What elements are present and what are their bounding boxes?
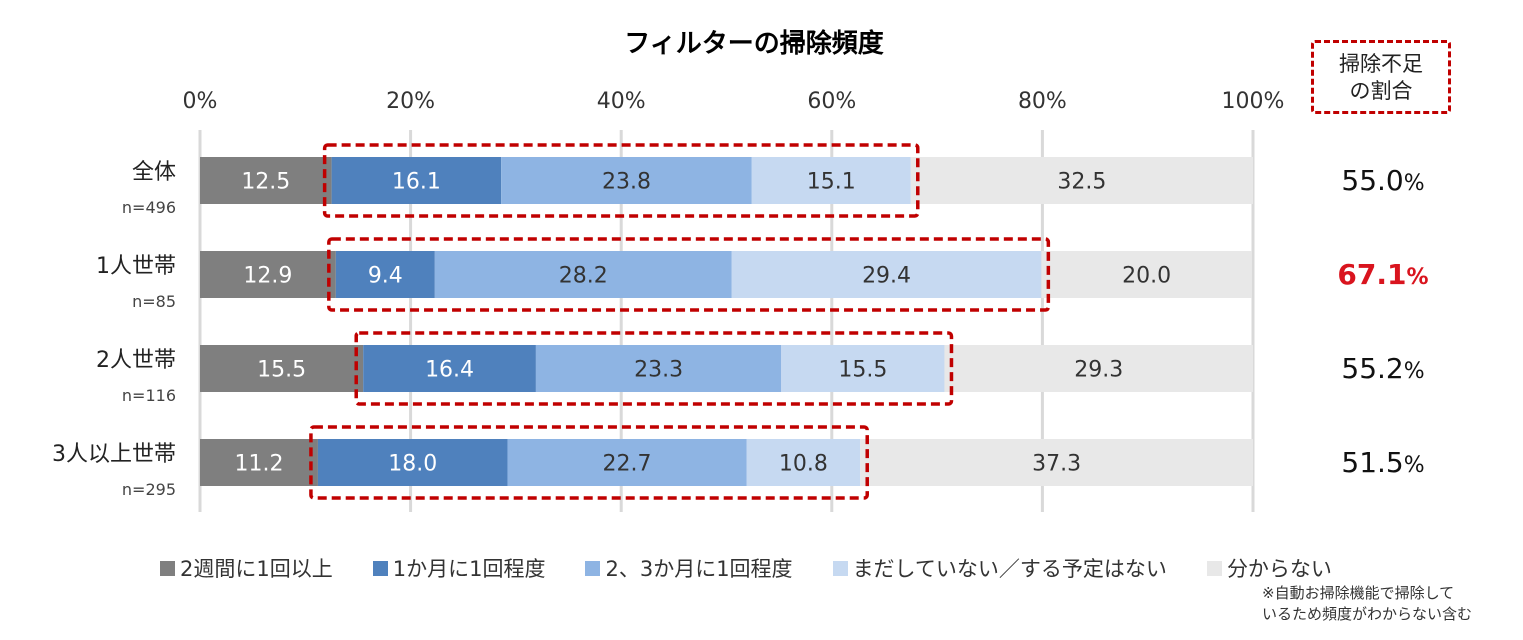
bar-segment (746, 439, 861, 486)
bar-value-label: 20.0 (1122, 264, 1171, 289)
category-labels: 全体 n=496 1人世帯 n=85 2人世帯 n=116 3人以上世帯 n=295 (52, 160, 176, 499)
footnote: ※自動お掃除機能で掃除して いるため頻度がわからない含む (1262, 583, 1472, 625)
legend-swatch (832, 560, 848, 576)
ratio-value: 55.0% (1341, 164, 1424, 197)
sample-size-label: n=295 (122, 480, 176, 499)
legend-label: 1か月に1回程度 (392, 557, 546, 581)
bar-segment (860, 439, 1253, 486)
bar-segment (200, 157, 332, 204)
x-tick-label: 100% (1222, 89, 1285, 114)
bar-value-label: 11.2 (234, 452, 283, 477)
highlight-box (327, 237, 1051, 312)
bar-segment (535, 345, 782, 392)
bar-segment (200, 251, 336, 298)
legend-label: まだしていない／する予定はない (852, 557, 1167, 581)
highlight-box (322, 143, 920, 218)
bar-segment (335, 251, 435, 298)
bar-value-label: 12.9 (243, 264, 292, 289)
bar-segment (501, 157, 752, 204)
legend-swatch (585, 560, 601, 576)
bar-value-label: 15.5 (257, 358, 306, 383)
legend-swatch (372, 560, 388, 576)
ratio-value: 55.2% (1341, 352, 1424, 385)
bar-segment (434, 251, 732, 298)
bar-segment (363, 345, 536, 392)
bar-value-label: 15.1 (807, 170, 856, 195)
legend-swatch (1206, 560, 1222, 576)
bar-value-label: 32.5 (1057, 170, 1106, 195)
ratio-values: 55.0%67.1%55.2%51.5% (1337, 164, 1428, 479)
bar-value-label: 37.3 (1032, 452, 1081, 477)
ratio-unit: % (1407, 265, 1429, 290)
category-label: 2人世帯 (96, 348, 176, 373)
legend-item: 1か月に1回程度 (372, 553, 546, 583)
bar-value-label: 23.8 (602, 170, 651, 195)
ratio-value: 67.1% (1337, 258, 1428, 291)
bar-segment (731, 251, 1042, 298)
bar-value-label: 22.7 (602, 452, 651, 477)
bar-value-label: 16.4 (425, 358, 474, 383)
footnote-line-1: ※自動お掃除機能で掃除して (1262, 584, 1455, 602)
legend-swatch (160, 560, 175, 576)
x-tick-label: 80% (1018, 89, 1067, 114)
legend-item: 分からない (1206, 553, 1332, 583)
sample-size-label: n=85 (132, 292, 176, 311)
highlight-box (354, 331, 954, 406)
bar-value-label: 12.5 (241, 170, 290, 195)
bar-value-label: 10.8 (779, 452, 828, 477)
x-tick-label: 40% (597, 89, 646, 114)
legend-label: 分からない (1226, 557, 1332, 581)
sample-size-label: n=496 (122, 198, 176, 217)
highlight-box (309, 425, 869, 500)
bar-segment (781, 345, 945, 392)
category-label: 全体 (132, 160, 176, 185)
x-tick-label: 0% (183, 89, 218, 114)
bar-segment (317, 439, 508, 486)
bar-value-label: 23.3 (634, 358, 683, 383)
bars: 12.5 16.1 23.8 15.1 32.5 12.9 9.4 28.2 29.4 20.0 1… (200, 143, 1253, 500)
ratio-number: 51.5 (1341, 446, 1403, 479)
ratio-number: 67.1 (1337, 258, 1406, 291)
x-tick-label: 20% (386, 89, 435, 114)
bar-segment (751, 157, 911, 204)
bar-value-label: 18.0 (388, 452, 437, 477)
legend-item: 2週間に1回以上 (160, 553, 333, 583)
ratio-value: 51.5% (1341, 446, 1424, 479)
x-tick-label: 60% (807, 89, 856, 114)
bar-segment (1041, 251, 1252, 298)
chart-title: フィルターの掃除頻度 (624, 28, 883, 59)
bar-segment (331, 157, 502, 204)
ratio-unit: % (1404, 359, 1425, 384)
bar-value-label: 15.5 (838, 358, 887, 383)
legend-item: まだしていない／する予定はない (832, 553, 1167, 583)
bar-segment (507, 439, 747, 486)
legend-item: 2、3か月に1回程度 (585, 553, 793, 583)
bar-segment (910, 157, 1253, 204)
ratio-header-line-1: 掃除不足 (1339, 52, 1423, 76)
x-axis-ticks: 0% 20% 40% 60% 80% 100% (183, 89, 1285, 114)
ratio-header-line-2: の割合 (1349, 79, 1413, 103)
footnote-line-2: いるため頻度がわからない含む (1262, 605, 1473, 623)
bar-value-label: 28.2 (559, 264, 608, 289)
ratio-number: 55.0 (1341, 164, 1403, 197)
bar-value-label: 29.3 (1074, 358, 1123, 383)
legend-label: 2週間に1回以上 (180, 557, 333, 581)
ratio-unit: % (1404, 171, 1425, 196)
category-label: 3人以上世帯 (52, 442, 176, 467)
legend-label: 2、3か月に1回程度 (605, 557, 793, 581)
bar-segment (200, 345, 364, 392)
bar-value-label: 9.4 (368, 264, 403, 289)
sample-size-label: n=116 (122, 386, 176, 405)
bar-value-label: 29.4 (862, 264, 911, 289)
ratio-header: 掃除不足 の割合 (1311, 40, 1451, 114)
bar-segment (200, 439, 318, 486)
ratio-number: 55.2 (1341, 352, 1403, 385)
bar-segment (944, 345, 1253, 392)
legend: 2週間に1回以上 1か月に1回程度 2、3か月に1回程度 まだしていない／する予… (160, 553, 1372, 583)
bar-value-label: 16.1 (392, 170, 441, 195)
category-label: 1人世帯 (96, 254, 176, 279)
ratio-unit: % (1404, 453, 1425, 478)
